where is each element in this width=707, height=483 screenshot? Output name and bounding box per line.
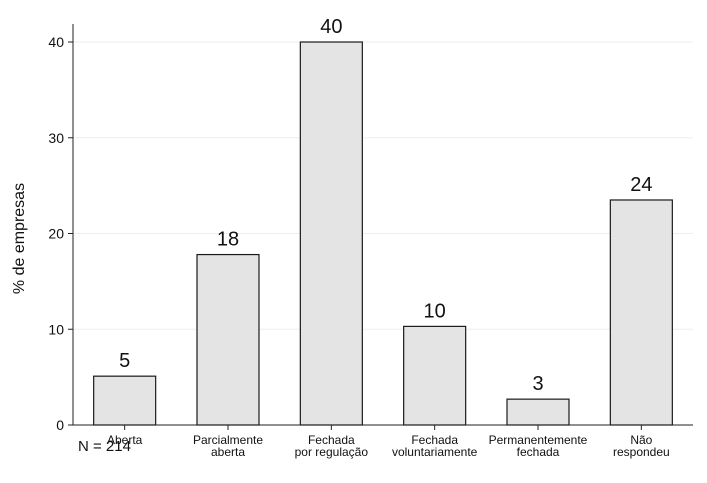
- y-tick-label: 20: [48, 226, 64, 242]
- bar: [506, 398, 570, 426]
- category-label: Fechada: [411, 433, 458, 447]
- data-label: 24: [630, 174, 652, 196]
- bar: [196, 253, 260, 426]
- category-label: Não: [630, 433, 652, 447]
- y-tick-label: 0: [56, 417, 64, 433]
- y-tick-label: 40: [48, 34, 64, 50]
- data-label: 18: [217, 229, 239, 251]
- category-label: aberta: [211, 445, 245, 459]
- category-label: por regulação: [295, 445, 369, 459]
- y-tick-label: 30: [48, 130, 64, 146]
- category-label: Aberta: [107, 433, 143, 447]
- sample-size-note: N = 214: [78, 438, 131, 455]
- category-label: fechada: [517, 445, 560, 459]
- y-axis-title: % de empresas: [11, 183, 28, 294]
- bar: [299, 41, 363, 426]
- data-label: 10: [424, 300, 446, 322]
- bar: [403, 325, 467, 426]
- data-label: 5: [119, 350, 130, 372]
- bar: [609, 199, 673, 426]
- category-label: respondeu: [613, 445, 670, 459]
- category-label: Fechada: [308, 433, 355, 447]
- data-label: 40: [320, 16, 342, 38]
- category-label: Permanentemente: [489, 433, 588, 447]
- category-label: Parcialmente: [193, 433, 263, 447]
- bar: [93, 375, 157, 426]
- category-label: voluntariamente: [392, 445, 478, 459]
- data-label: 3: [532, 373, 543, 395]
- y-tick-label: 10: [48, 321, 64, 337]
